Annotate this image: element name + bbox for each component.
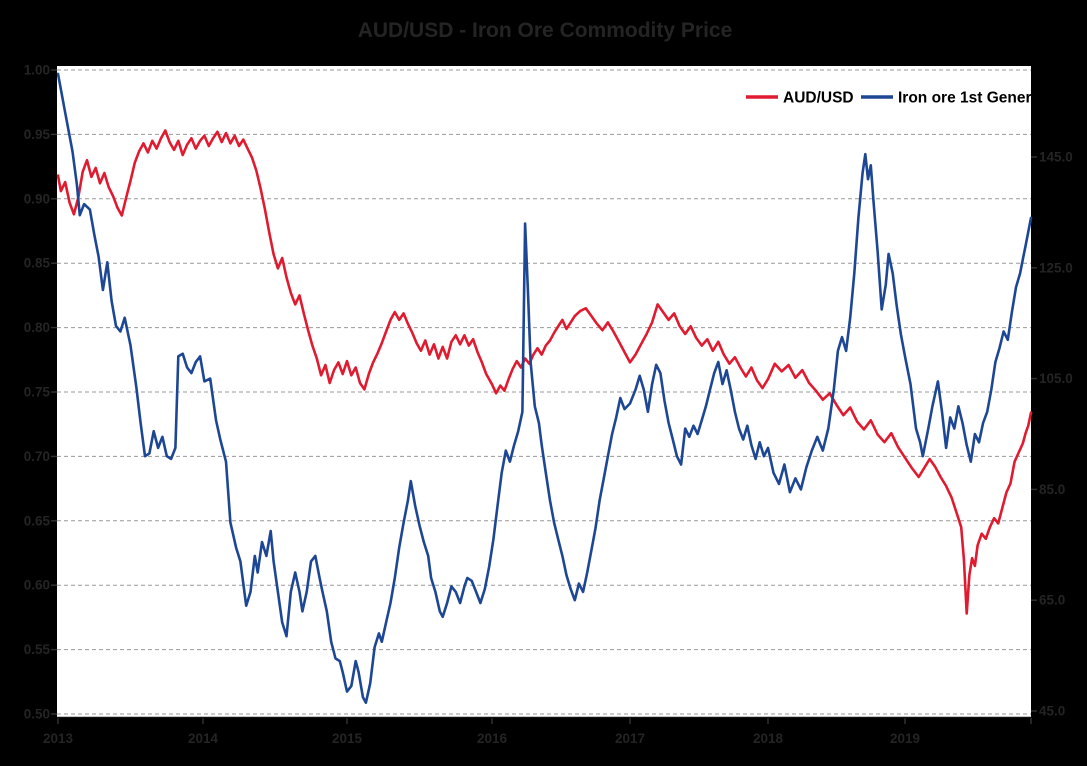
y-right-tick-label: 145.0 xyxy=(1039,150,1073,165)
y-right-tick-label: 65.0 xyxy=(1039,593,1065,608)
y-left-tick-label: 0.60 xyxy=(24,578,50,593)
aud-usd-line xyxy=(56,129,1033,615)
y-left-tick-label: 0.65 xyxy=(24,513,51,528)
y-left-tick-label: 0.75 xyxy=(24,385,51,400)
x-axis-tick-label: 2017 xyxy=(615,731,645,746)
y-right-tick-label: 125.0 xyxy=(1039,260,1073,275)
y-right-tick-label: 105.0 xyxy=(1039,371,1073,386)
y-left-tick-label: 0.95 xyxy=(24,127,51,142)
x-axis-tick-label: 2013 xyxy=(43,731,74,746)
iron-ore-line xyxy=(56,72,1033,704)
y-left-tick-label: 0.55 xyxy=(24,642,51,657)
y-left-tick-label: 0.70 xyxy=(24,449,50,464)
y-left-tick-label: 0.50 xyxy=(24,707,50,722)
chart-title: AUD/USD - Iron Ore Commodity Price xyxy=(358,19,733,42)
x-axis-tick-label: 2018 xyxy=(753,731,784,746)
legend-iron-ore-label: Iron ore 1st Generic xyxy=(898,90,1045,107)
x-axis-tick-label: 2015 xyxy=(332,731,363,746)
legend-aud-usd-label: AUD/USD xyxy=(783,90,854,107)
y-axis-right-labels: 145.0 125.0 105.0 85.0 65.0 45.0 xyxy=(1039,150,1073,719)
x-axis-labels: 2013 2014 2015 2016 2017 2018 2019 xyxy=(43,731,920,746)
axis-ticks xyxy=(51,69,1037,724)
y-right-tick-label: 85.0 xyxy=(1039,482,1065,497)
y-left-tick-label: 0.90 xyxy=(24,191,50,206)
y-left-tick-label: 1.00 xyxy=(24,63,50,78)
legend: AUD/USD Iron ore 1st Generic xyxy=(746,90,1045,107)
x-axis-tick-label: 2019 xyxy=(890,731,920,746)
y-left-tick-label: 0.85 xyxy=(24,256,51,271)
x-axis-tick-label: 2014 xyxy=(188,731,219,746)
gridlines xyxy=(57,69,1031,715)
x-axis-tick-label: 2016 xyxy=(477,731,508,746)
y-right-tick-label: 45.0 xyxy=(1039,704,1065,719)
y-left-tick-label: 0.80 xyxy=(24,320,50,335)
y-axis-left-labels: 1.00 0.95 0.90 0.85 0.80 0.75 0.70 0.65 0.60 0.55… xyxy=(24,63,51,722)
